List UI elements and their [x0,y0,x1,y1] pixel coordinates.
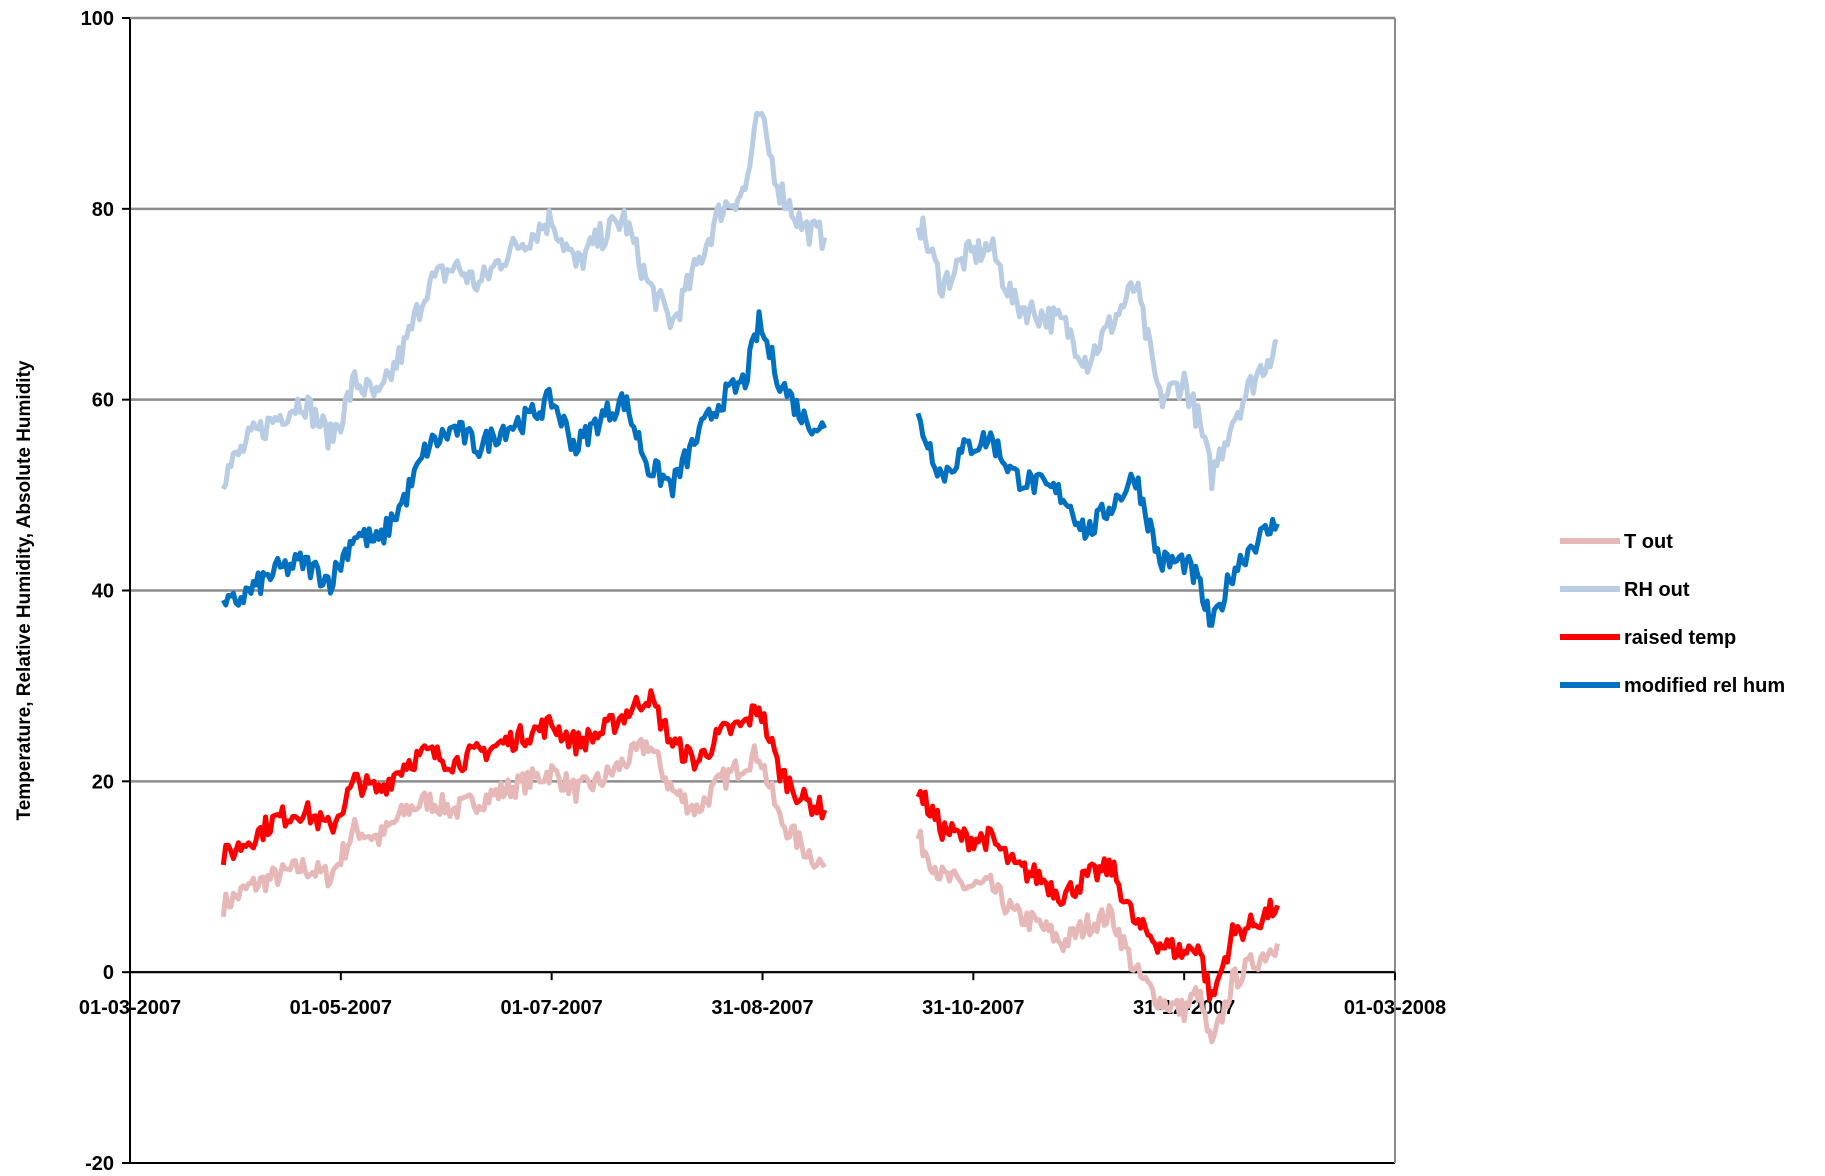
y-tick-label: 80 [92,199,114,221]
y-tick-labels: -20 0 20 40 60 80 100 [81,8,114,1175]
legend-label: T out [1624,531,1673,553]
y-tick-label: 60 [92,390,114,412]
x-tick-label: 01-07-2007 [501,997,603,1019]
legend-label: raised temp [1624,627,1736,649]
y-tick-label: 0 [103,962,114,984]
x-tick-label: 01-03-2008 [1344,997,1446,1019]
axes [122,17,1396,1164]
x-tick-label: 01-03-2007 [79,997,181,1019]
series-line-modified-rel-hum [221,309,827,608]
y-tick-label: 40 [92,581,114,603]
y-tick-label: -20 [85,1153,114,1175]
y-tick-label: 100 [81,8,114,30]
series-line-raised-temp [915,788,1280,1002]
series-line-modified-rel-hum [915,412,1280,628]
legend-label: modified rel hum [1624,675,1785,697]
series-line-rh-out [221,110,828,491]
y-axis-title: Temperature, Relative Humidity, Absolute… [14,360,35,820]
x-tick-label: 31-08-2007 [711,997,813,1019]
series-line-raised-temp [220,688,828,866]
legend-label: RH out [1624,579,1690,601]
series-line-t-out [220,736,827,918]
y-tick-label: 20 [92,771,114,793]
x-tick-label: 01-05-2007 [290,997,392,1019]
x-tick-label: 31-10-2007 [922,997,1024,1019]
series-line-rh-out [915,215,1279,492]
x-tick-labels: 01-03-2007 01-05-2007 01-07-2007 31-08-2007… [79,997,1446,1019]
series-line-t-out [915,828,1280,1045]
legend: T out RH out raised temp modified rel hum [1560,531,1785,697]
series-lines [220,110,1280,1045]
